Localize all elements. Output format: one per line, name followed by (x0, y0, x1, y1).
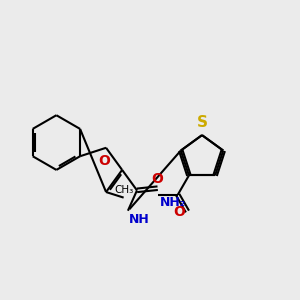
Text: O: O (152, 172, 164, 186)
Text: NH₂: NH₂ (160, 196, 186, 209)
Text: CH₃: CH₃ (114, 185, 133, 195)
Text: S: S (196, 115, 208, 130)
Text: NH: NH (128, 213, 149, 226)
Text: O: O (99, 154, 110, 168)
Text: O: O (173, 205, 185, 218)
